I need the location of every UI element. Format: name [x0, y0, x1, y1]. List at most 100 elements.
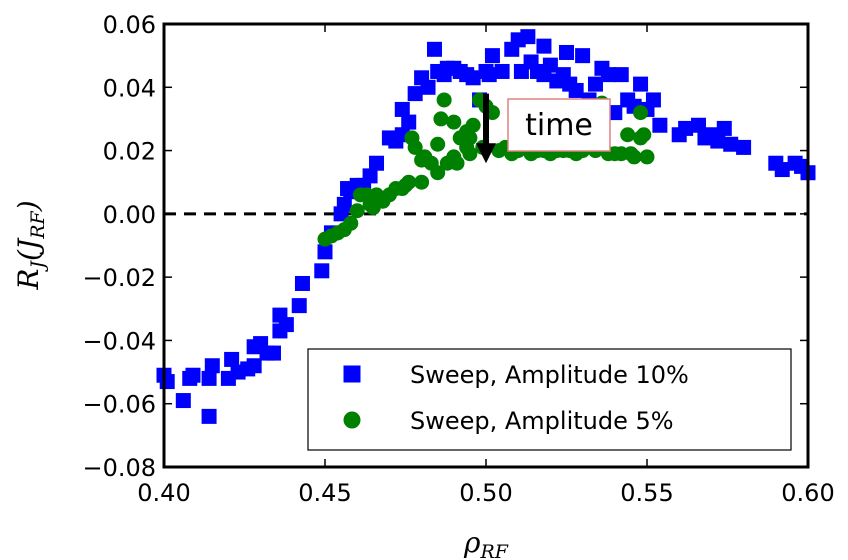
data-point-square: [201, 408, 217, 424]
data-point-circle: [462, 130, 478, 146]
x-axis-label: ρRF: [463, 526, 509, 560]
y-tick-label: 0.02: [103, 138, 156, 166]
y-tick-label: −0.06: [82, 391, 156, 419]
legend-label-amplitude-5: Sweep, Amplitude 5%: [410, 407, 674, 435]
data-point-circle: [449, 155, 465, 171]
data-point-square: [336, 196, 352, 212]
data-point-circle: [465, 117, 481, 133]
data-point-square: [407, 86, 423, 102]
data-point-square: [587, 76, 603, 92]
data-point-circle: [407, 139, 423, 155]
legend-label-amplitude-10: Sweep, Amplitude 10%: [410, 361, 689, 389]
y-axis-label-open-paren: (: [12, 249, 45, 261]
data-point-square: [723, 136, 739, 152]
y-ticks: −0.08 −0.06 −0.04 −0.02 0.00 0.02 0.04 0.06: [82, 11, 808, 482]
x-axis-label-main: ρ: [463, 526, 481, 559]
data-point-circle: [343, 215, 359, 231]
data-point-square: [465, 70, 481, 86]
y-axis-label-main: R: [12, 269, 45, 291]
data-point-circle: [349, 203, 365, 219]
data-point-square: [204, 358, 220, 374]
data-point-square: [710, 133, 726, 149]
data-point-square: [481, 67, 497, 83]
data-point-circle: [446, 114, 462, 130]
data-point-square: [175, 393, 191, 409]
data-point-square: [494, 63, 510, 79]
x-tick-label: 0.50: [459, 479, 512, 507]
data-point-square: [185, 367, 201, 383]
data-point-square: [736, 139, 752, 155]
data-point-square: [394, 101, 410, 117]
y-tick-label: 0.06: [103, 11, 156, 39]
x-tick-label: 0.60: [781, 479, 834, 507]
data-point-square: [613, 67, 629, 83]
annotation-arrow-head: [476, 143, 496, 164]
x-axis-label-sub: RF: [479, 541, 508, 560]
data-point-square: [542, 57, 558, 73]
data-point-square: [317, 244, 333, 260]
data-point-square: [426, 41, 442, 57]
y-tick-label: −0.02: [82, 264, 156, 292]
data-point-square: [652, 117, 668, 133]
data-point-square: [314, 263, 330, 279]
x-tick-label: 0.55: [620, 479, 673, 507]
data-point-circle: [433, 111, 449, 127]
data-point-square: [691, 117, 707, 133]
x-ticks: 0.40 0.45 0.50 0.55 0.60: [137, 24, 835, 507]
data-point-square: [246, 358, 262, 374]
data-point-square: [224, 351, 240, 367]
data-point-circle: [436, 92, 452, 108]
data-point-square: [559, 44, 574, 60]
x-tick-label: 0.40: [137, 479, 190, 507]
data-point-square: [520, 29, 536, 45]
data-point-square: [201, 370, 217, 386]
data-point-square: [645, 92, 661, 108]
y-axis-label-close-paren: ): [12, 200, 45, 212]
data-point-circle: [414, 174, 430, 190]
y-tick-label: −0.08: [82, 454, 156, 482]
legend-marker-circle: [343, 411, 361, 429]
data-point-circle: [626, 149, 642, 165]
y-tick-label: −0.04: [82, 327, 156, 355]
data-point-square: [575, 48, 591, 64]
y-axis-label-arg: J: [12, 237, 45, 255]
y-axis-label-arg-sub: RF: [27, 210, 49, 239]
x-tick-label: 0.45: [298, 479, 351, 507]
data-point-circle: [430, 165, 446, 181]
data-point-square: [401, 114, 417, 130]
data-point-circle: [639, 149, 655, 165]
data-point-square: [369, 155, 385, 171]
data-point-square: [291, 298, 307, 314]
legend-marker-square: [343, 365, 361, 383]
data-point-square: [633, 76, 649, 92]
data-point-square: [294, 275, 310, 291]
legend-box: [307, 348, 792, 451]
data-point-circle: [620, 127, 636, 143]
data-point-square: [716, 120, 732, 136]
y-axis-label: RJ(JRF): [12, 200, 49, 290]
legend: Sweep, Amplitude 10% Sweep, Amplitude 5%: [307, 348, 792, 451]
data-point-circle: [462, 146, 478, 162]
data-point-square: [278, 317, 294, 333]
data-point-circle: [636, 127, 652, 143]
data-point-circle: [633, 105, 649, 121]
annotation-box: [507, 98, 611, 152]
data-point-square: [568, 82, 584, 98]
data-point-circle: [401, 174, 417, 190]
data-point-square: [420, 79, 436, 95]
data-point-square: [678, 120, 694, 136]
plot-frame: [162, 22, 810, 469]
data-point-square: [536, 38, 552, 54]
annotation-label: time: [525, 108, 593, 143]
y-tick-label: 0.00: [103, 201, 156, 229]
data-point-square: [600, 67, 616, 83]
y-axis-label-sub: J: [27, 260, 49, 273]
data-point-square: [265, 345, 281, 361]
data-point-square: [484, 48, 500, 64]
y-tick-label: 0.04: [103, 74, 156, 102]
data-point-square: [159, 374, 175, 390]
data-point-square: [362, 168, 378, 184]
data-point-square: [774, 162, 790, 178]
annotation-time: time: [476, 93, 611, 164]
